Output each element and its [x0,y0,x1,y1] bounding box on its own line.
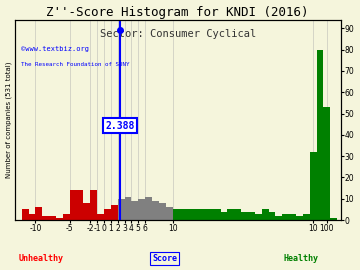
Bar [70,190,77,220]
Bar [289,214,296,220]
Bar [111,205,118,220]
Bar [138,199,145,220]
Bar [28,214,35,220]
Bar [131,201,138,220]
Bar [200,210,207,220]
Text: Healthy: Healthy [284,254,319,263]
Y-axis label: Number of companies (531 total): Number of companies (531 total) [5,62,12,178]
Bar [234,210,241,220]
Bar [255,214,262,220]
Bar [118,199,125,220]
Bar [159,203,166,220]
Text: Unhealthy: Unhealthy [18,254,63,263]
Bar [310,152,316,220]
Bar [84,203,90,220]
Bar [35,207,42,220]
Bar [166,207,172,220]
Bar [186,210,193,220]
Bar [56,218,63,220]
Bar [228,210,234,220]
Text: The Research Foundation of SUNY: The Research Foundation of SUNY [21,62,130,67]
Text: Score: Score [152,254,177,263]
Bar [207,210,214,220]
Title: Z''-Score Histogram for KNDI (2016): Z''-Score Histogram for KNDI (2016) [46,6,309,19]
Bar [248,212,255,220]
Text: ©www.textbiz.org: ©www.textbiz.org [21,46,89,52]
Bar [316,50,323,220]
Text: 2.388: 2.388 [105,121,135,131]
Bar [330,218,337,220]
Bar [152,201,159,220]
Bar [241,212,248,220]
Bar [172,210,179,220]
Bar [125,197,131,220]
Bar [90,190,97,220]
Bar [269,212,275,220]
Bar [221,212,228,220]
Bar [145,197,152,220]
Bar [193,210,200,220]
Bar [282,214,289,220]
Bar [214,210,221,220]
Bar [303,214,310,220]
Bar [22,210,28,220]
Bar [77,190,84,220]
Bar [42,216,49,220]
Text: Sector: Consumer Cyclical: Sector: Consumer Cyclical [100,29,256,39]
Bar [179,210,186,220]
Bar [63,214,70,220]
Bar [296,216,303,220]
Bar [49,216,56,220]
Bar [275,216,282,220]
Bar [104,210,111,220]
Bar [262,210,269,220]
Bar [323,107,330,220]
Bar [97,214,104,220]
